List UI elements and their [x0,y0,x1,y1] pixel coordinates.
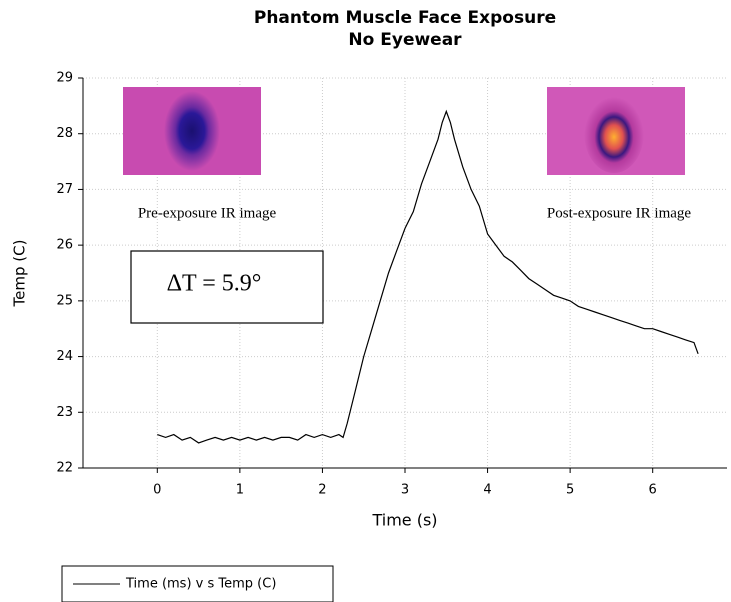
annotation: Pre-exposure IR image [138,205,277,221]
x-tick-label: 1 [236,483,244,498]
annotation: Post-exposure IR image [547,205,691,221]
chart-title: Phantom Muscle Face Exposure [254,8,556,28]
data-line [157,109,699,444]
chart-subtitle: No Eyewear [348,30,462,50]
x-tick-label: 6 [649,483,657,498]
x-tick-label: 5 [566,483,574,498]
y-tick-label: 27 [56,182,73,197]
annotation-box [130,250,324,324]
x-tick-label: 3 [401,483,409,498]
y-tick-label: 23 [56,405,73,420]
ir-face [164,91,220,171]
annotation: ΔT = 5.9° [167,271,262,297]
y-axis-label: Temp (C) [11,240,29,308]
x-tick-label: 4 [483,483,491,498]
y-tick-label: 26 [56,238,73,253]
y-tick-label: 22 [56,461,73,476]
y-tick-label: 24 [56,349,73,364]
legend: Time (ms) v s Temp (C) [61,565,334,602]
legend-label: Time (ms) v s Temp (C) [125,577,276,592]
y-tick-label: 28 [56,126,73,141]
x-tick-label: 0 [153,483,161,498]
y-tick-label: 25 [56,293,73,308]
x-axis-label: Time (s) [371,511,437,530]
x-tick-label: 2 [318,483,326,498]
y-tick-label: 29 [56,71,73,86]
ir-face [584,93,644,173]
